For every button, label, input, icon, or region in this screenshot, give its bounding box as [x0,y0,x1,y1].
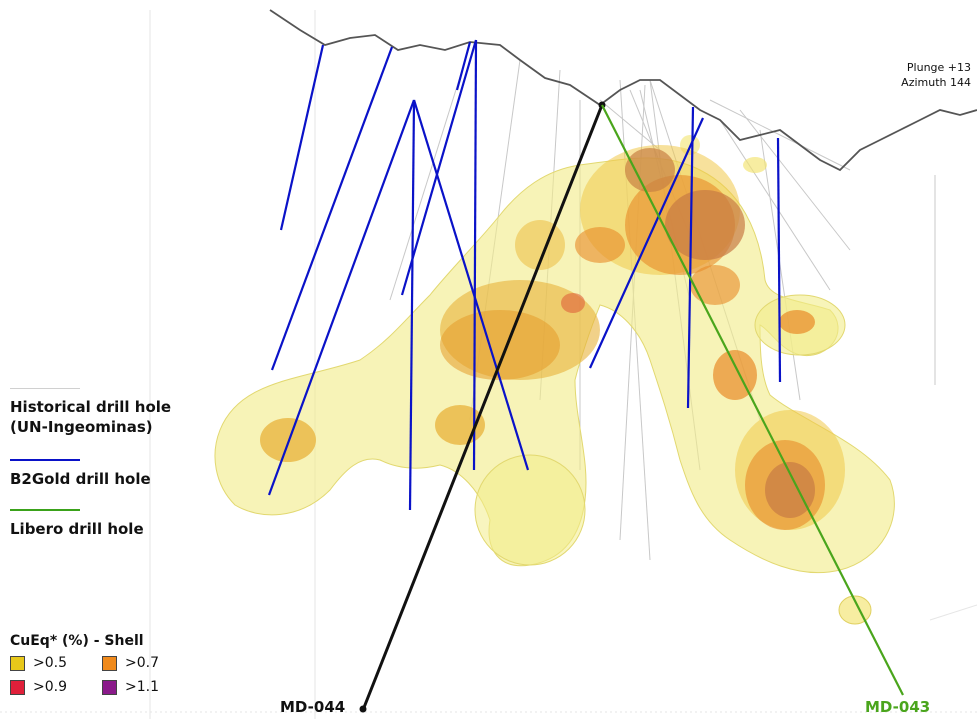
shell-item-0.5: >0.5 [10,655,102,671]
b2gold-line-swatch [10,459,80,461]
md-044-drill-hole [361,104,604,711]
shell-item-1.1: >1.1 [102,679,182,695]
grid-lines [0,10,977,719]
shell-swatch-0.5 [10,655,25,671]
md-043-label: MD-043 [865,698,931,716]
plunge-label: Plunge +13 [906,61,971,74]
libero-legend-label: Libero drill hole [10,520,144,538]
md-044-label: MD-044 [280,698,346,716]
shell-item-0.7: >0.7 [102,655,182,671]
historical-label-line1: Historical drill hole [10,398,172,416]
shell-label-0.5: >0.5 [33,655,67,671]
shell-label-0.7: >0.7 [125,655,159,671]
historical-line-swatch [10,388,80,389]
md-044-end [359,705,367,713]
shell-item-0.9: >0.9 [10,679,102,695]
shell-swatch-0.7 [102,655,117,671]
azimuth-label: Azimuth 144 [901,76,971,89]
shell-legend: CuEq* (%) - Shell >0.5 >0.7 >0.9 >1.1 [10,633,182,695]
shell-label-1.1: >1.1 [125,679,159,695]
libero-line-swatch [10,509,80,511]
b2gold-drill-holes [267,39,782,511]
topography-line [269,9,977,172]
cueq-shells [214,135,895,625]
md-043-drill-hole [601,104,904,696]
shell-label-0.9: >0.9 [33,679,67,695]
drill-hole-legend: Historical drill hole (UN-Ingeominas) B2… [10,388,210,559]
shell-swatch-1.1 [102,679,117,695]
view-orientation: Plunge +13 Azimuth 144 [901,60,971,90]
b2gold-legend-label: B2Gold drill hole [10,470,151,488]
historical-legend-label: Historical drill hole (UN-Ingeominas) [10,397,210,437]
historical-label-line2: (UN-Ingeominas) [10,418,153,436]
shell-legend-title: CuEq* (%) - Shell [10,633,144,649]
shell-swatch-0.9 [10,679,25,695]
